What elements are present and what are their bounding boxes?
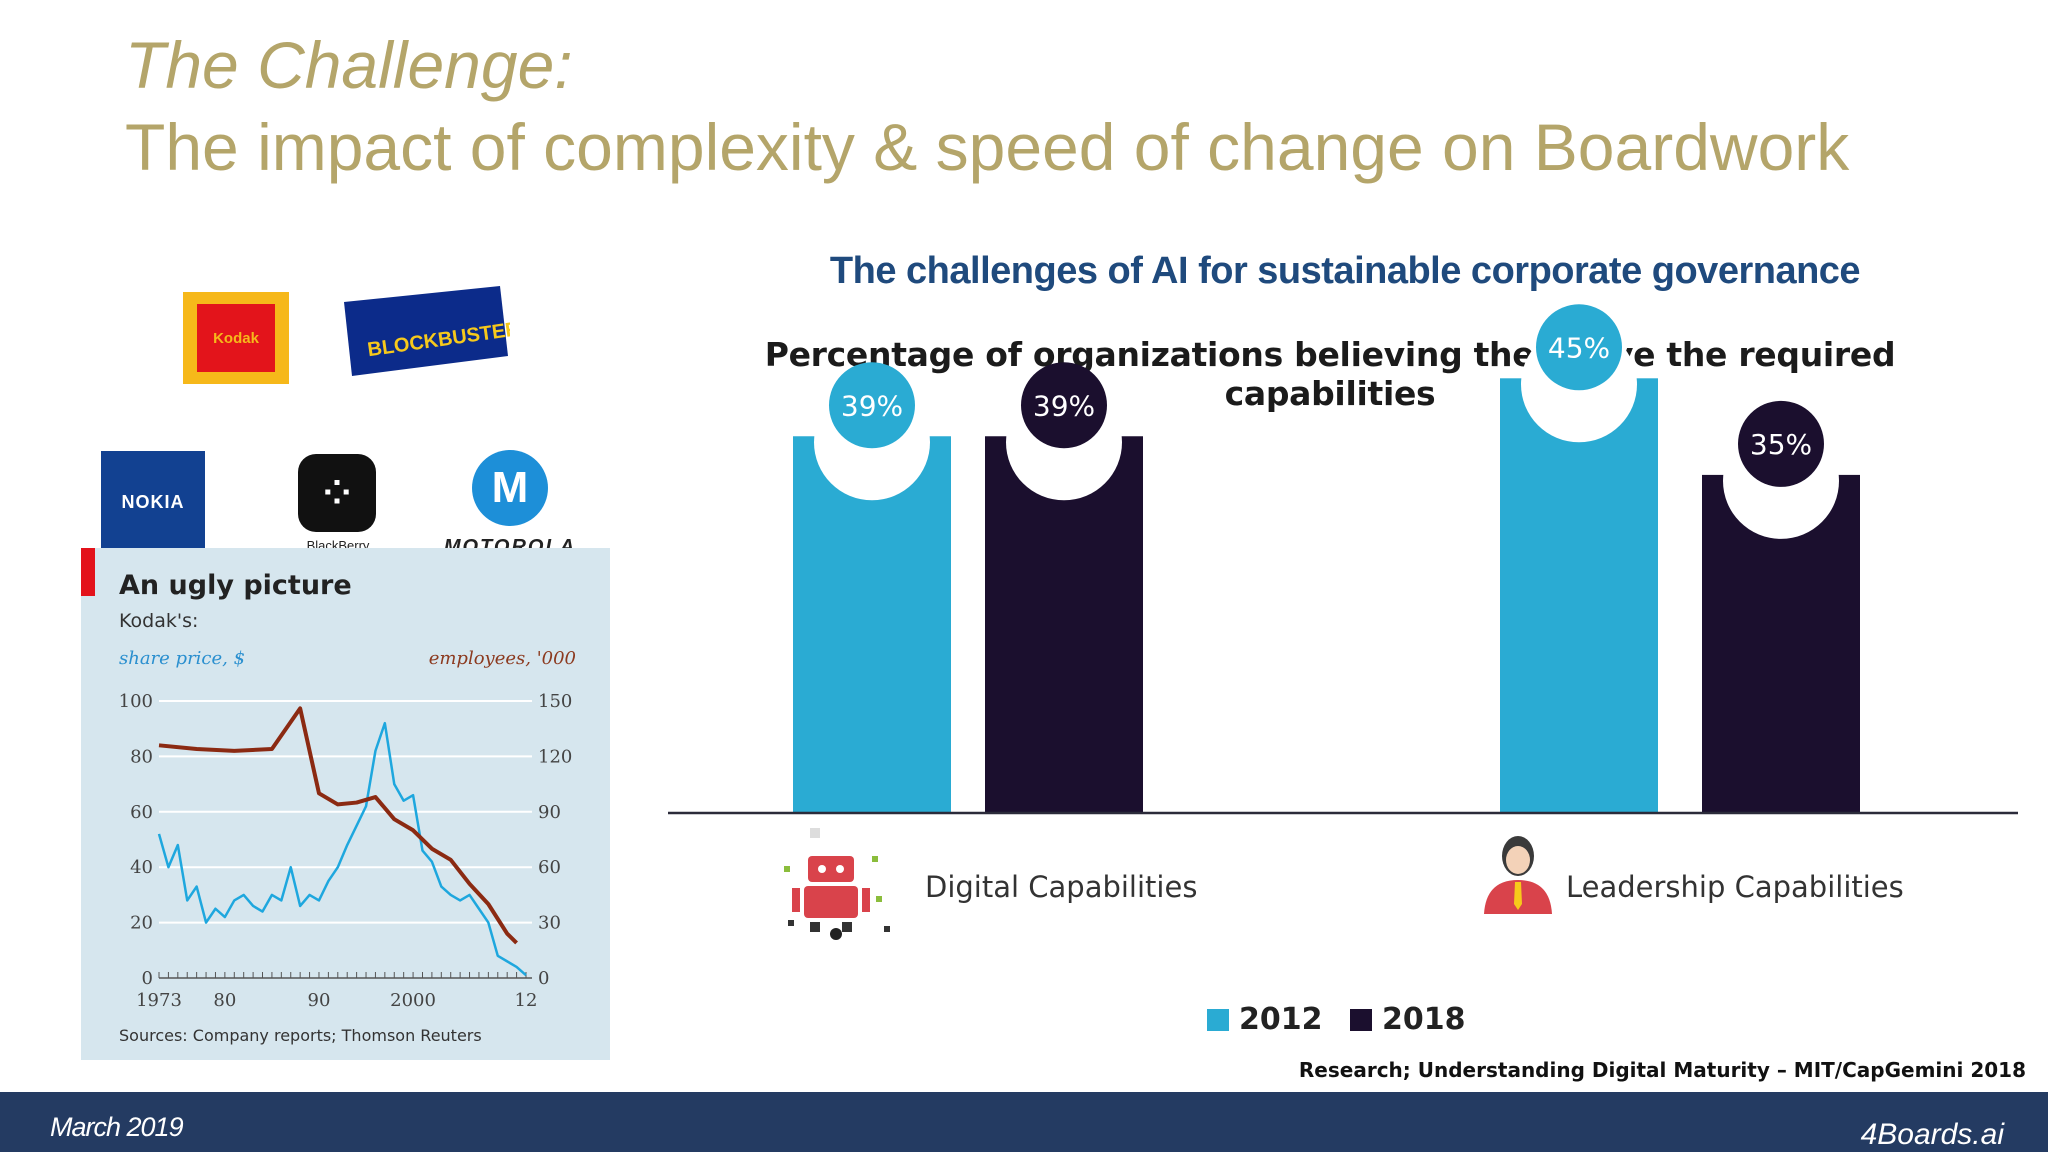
right-tick-label: 150 — [538, 691, 572, 712]
bar-leadership-capabilities-2012-label-bubble — [1536, 304, 1622, 391]
kodak-right-axis-label: employees, '000 — [428, 648, 576, 669]
bar-digital-capabilities-2018-label-bubble — [1021, 362, 1107, 449]
legend-item-2012: 2012 — [1207, 1002, 1323, 1037]
employees-line — [158, 706, 518, 945]
legend-label-2012: 2012 — [1239, 1002, 1323, 1037]
share-price-line — [157, 721, 527, 977]
capabilities-bar-chart: 39% 39% 45% 35% — [668, 304, 2018, 815]
bar-leadership-capabilities-2012 — [1500, 378, 1658, 813]
kodak-logo-text: Kodak — [197, 304, 275, 372]
right-tick-label: 30 — [538, 913, 561, 934]
footer-date: March 2019 — [50, 1112, 184, 1142]
left-tick-label: 60 — [130, 802, 153, 823]
category-label-leadership: Leadership Capabilities — [1566, 870, 1904, 904]
x-tick-label: 90 — [308, 990, 331, 1011]
footer-brand: 4Boards.ai — [1860, 1118, 2004, 1151]
x-tick-label: 2000 — [390, 990, 436, 1011]
kodak-chart-panel: An ugly picture Kodak's: share price, $ … — [81, 548, 610, 1060]
nokia-logo: NOKIA — [101, 451, 205, 554]
chart-accent-bar — [81, 548, 95, 596]
legend-swatch-2012 — [1207, 1008, 1229, 1031]
bar-digital-capabilities-2012-label-bubble — [829, 362, 915, 449]
right-tick-label: 0 — [538, 968, 549, 989]
category-label-digital: Digital Capabilities — [925, 870, 1198, 904]
kodak-chart-source: Sources: Company reports; Thomson Reuter… — [119, 1026, 482, 1045]
left-tick-label: 40 — [130, 857, 153, 878]
bar-digital-capabilities-2012-data-label: 39% — [841, 389, 903, 422]
kodak-chart-title: An ugly picture — [119, 570, 352, 601]
legend-label-2018: 2018 — [1382, 1002, 1466, 1037]
x-tick-label: 12 — [515, 990, 538, 1011]
robot-icon — [784, 828, 890, 940]
kodak-left-axis-label: share price, $ — [119, 648, 246, 669]
slide-title-line2: The impact of complexity & speed of chan… — [125, 110, 1850, 184]
left-tick-label: 20 — [130, 913, 153, 934]
slide-title: The Challenge: The impact of complexity … — [125, 24, 1849, 188]
leader-icon — [1484, 836, 1552, 914]
right-tick-label: 120 — [538, 746, 572, 767]
footer-bar: March 2019 4Boards.ai — [0, 1092, 2048, 1152]
slide-title-line1: The Challenge: — [125, 28, 573, 102]
kodak-logo: Kodak — [183, 292, 289, 384]
kodak-chart-subtitle: Kodak's: — [119, 610, 199, 632]
x-tick-label: 80 — [213, 990, 236, 1011]
right-tick-label: 90 — [538, 802, 561, 823]
blockbuster-logo: BLOCKBUSTER — [340, 286, 522, 382]
left-tick-label: 80 — [130, 746, 153, 767]
bar-digital-capabilities-2018-data-label: 39% — [1033, 389, 1095, 422]
left-tick-label: 0 — [142, 968, 153, 989]
main-chart-title: The challenges of AI for sustainable cor… — [829, 250, 1861, 292]
bar-leadership-capabilities-2018-label-bubble — [1738, 400, 1824, 487]
main-chart-subtitle: Percentage of organizations believing th… — [764, 335, 1896, 413]
motorola-icon: M — [472, 450, 548, 526]
legend-swatch-2018 — [1350, 1008, 1372, 1031]
bar-leadership-capabilities-2012-data-label: 45% — [1548, 331, 1610, 364]
right-tick-label: 60 — [538, 857, 561, 878]
research-source: Research; Understanding Digital Maturity… — [1298, 1058, 2026, 1082]
blackberry-icon: ⁘ — [298, 454, 376, 532]
bar-leadership-capabilities-2018-data-label: 35% — [1750, 428, 1812, 461]
legend-item-2018: 2018 — [1350, 1002, 1466, 1037]
x-tick-label: 1973 — [136, 990, 182, 1011]
left-tick-label: 100 — [119, 691, 153, 712]
